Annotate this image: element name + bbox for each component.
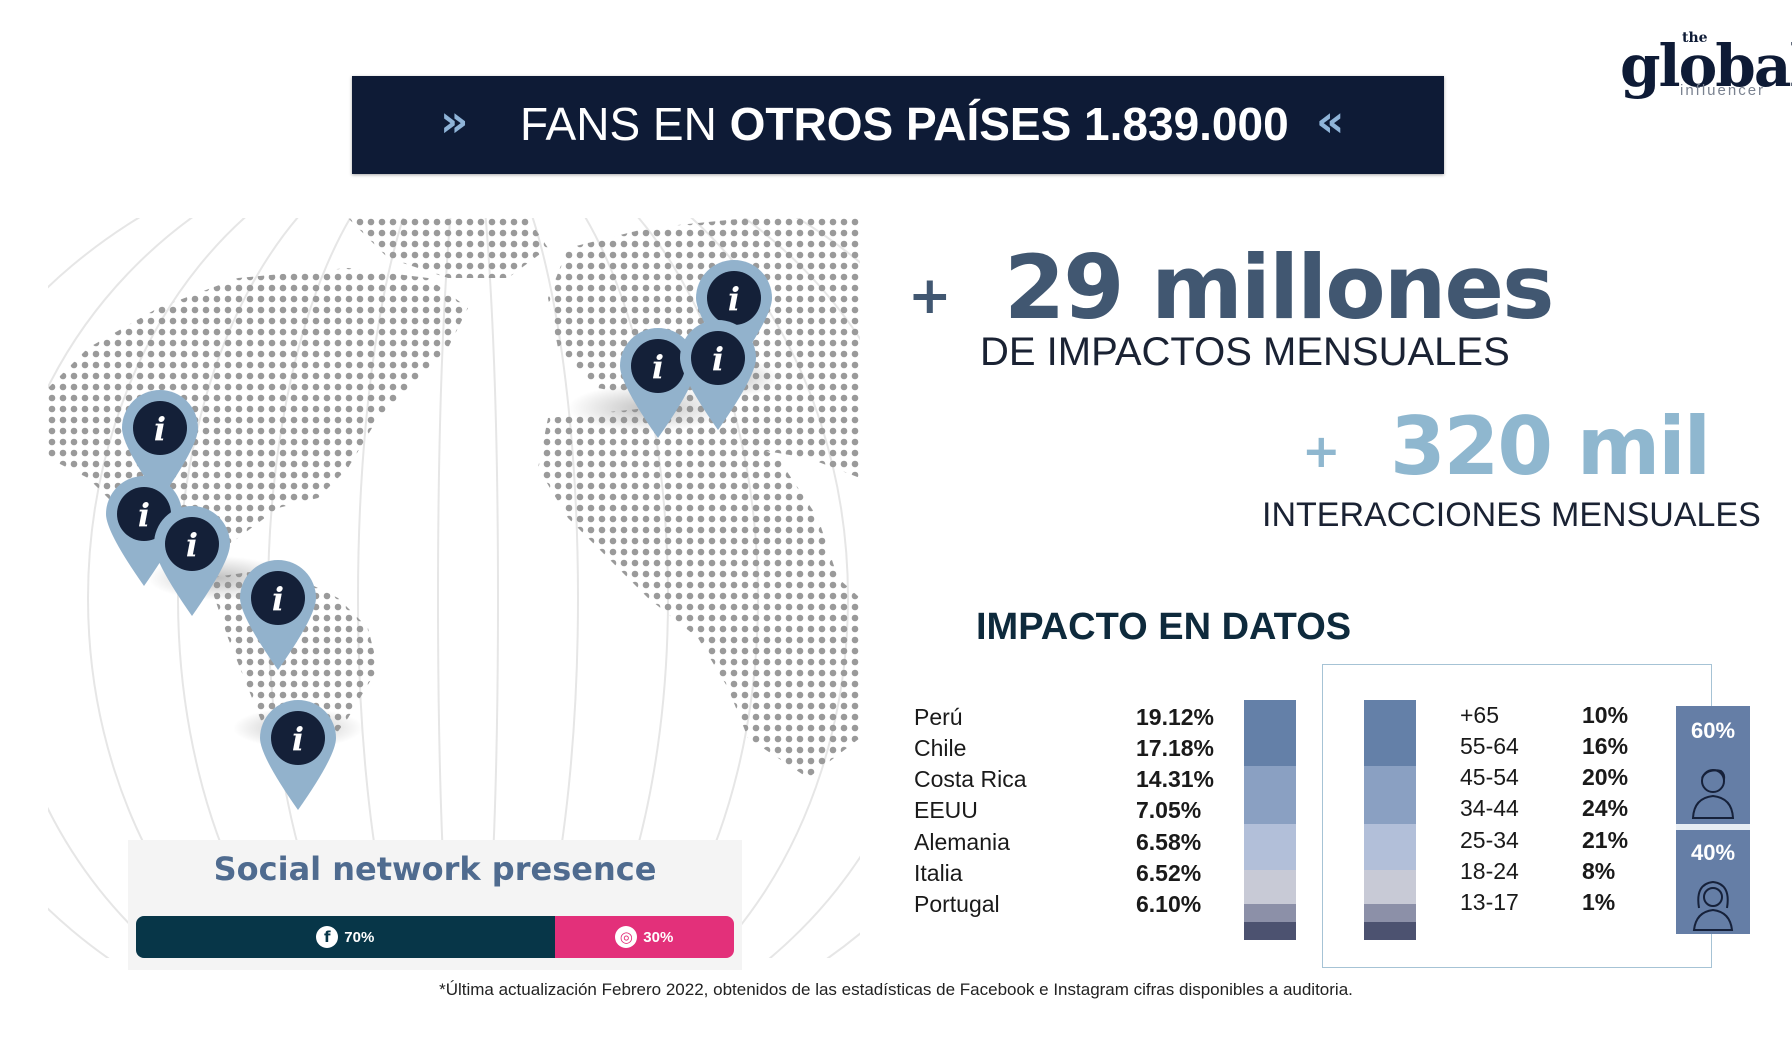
bar-segment: [1364, 766, 1416, 824]
country-value: 6.10%: [1136, 891, 1202, 917]
country-value: 6.52%: [1136, 860, 1202, 886]
age-stacked-bar: [1364, 700, 1416, 940]
chevrons-left-icon: «: [1316, 96, 1345, 147]
bar-segment: [1364, 700, 1416, 766]
map-pin-icon: i: [122, 390, 198, 500]
svg-text:i: i: [292, 720, 304, 758]
map-pin-icon: i: [620, 328, 696, 438]
banner-title: FANS EN OTROS PAÍSES 1.839.000: [520, 94, 1289, 154]
world-map: i i i i i i i: [48, 218, 860, 958]
age-range: 45-54: [1460, 764, 1519, 790]
facebook-icon: f: [316, 926, 339, 948]
social-share-bar: f 70% ◎ 30%: [136, 916, 734, 958]
country-list: Perú 19.12% Chile 17.18% Costa Rica 14.31% …: [914, 704, 1234, 934]
map-pin-icon: i: [260, 700, 336, 810]
country-stacked-bar: [1244, 700, 1296, 940]
footnote: *Última actualización Febrero 2022, obte…: [439, 980, 1353, 999]
bar-segment: [1244, 870, 1296, 904]
interactions-label: INTERACCIONES MENSUALES: [1262, 496, 1761, 534]
instagram-share-label: 30%: [643, 928, 674, 946]
country-value: 7.05%: [1136, 797, 1202, 823]
bar-segment: [1364, 824, 1416, 870]
plus-sign: +: [908, 266, 952, 326]
age-list: +65 10% 55-64 16% 45-54 20% 34-44 24% 25-34 2…: [1460, 702, 1660, 932]
male-icon: [1691, 769, 1735, 819]
map-pin-icon: i: [154, 506, 230, 616]
instagram-icon: ◎: [615, 926, 638, 948]
gender-divider: [1676, 824, 1750, 830]
bar-segment: [1364, 904, 1416, 922]
age-range: 13-17: [1460, 889, 1519, 915]
instagram-share: ◎ 30%: [554, 916, 734, 958]
age-range: 55-64: [1460, 733, 1519, 759]
chevrons-right-icon: »: [440, 96, 469, 147]
country-name: Costa Rica: [914, 766, 1027, 792]
logo-the: the: [1682, 30, 1708, 46]
age-range: 34-44: [1460, 795, 1519, 821]
map-pin-icon: i: [240, 560, 316, 670]
male-percent: 60%: [1690, 718, 1736, 743]
map-pin-icon: i: [680, 320, 756, 430]
age-value: 24%: [1582, 795, 1629, 821]
interactions-value: 320 mil: [1390, 400, 1711, 493]
social-title: Social network presence: [213, 850, 657, 888]
banner-bold: OTROS PAÍSES 1.839.000: [729, 98, 1289, 150]
svg-text:i: i: [652, 348, 664, 386]
bar-segment: [1244, 700, 1296, 766]
country-value: 14.31%: [1136, 766, 1215, 792]
svg-text:i: i: [728, 280, 740, 318]
brand-logo: the global. influencer: [1620, 30, 1792, 102]
bar-segment: [1364, 870, 1416, 904]
logo-sub: influencer: [1680, 82, 1766, 99]
svg-text:i: i: [138, 496, 150, 534]
age-value: 10%: [1582, 702, 1629, 728]
age-value: 20%: [1582, 764, 1629, 790]
plus-sign: +: [1302, 424, 1341, 478]
age-value: 21%: [1582, 827, 1629, 853]
map-pin-icon: i: [106, 476, 182, 586]
svg-text:i: i: [712, 340, 724, 378]
impact-data-title: IMPACTO EN DATOS: [976, 606, 1352, 648]
age-value: 1%: [1582, 889, 1616, 915]
facebook-share: f 70%: [136, 916, 555, 958]
bar-segment: [1244, 922, 1296, 940]
svg-text:i: i: [154, 410, 166, 448]
svg-text:i: i: [272, 580, 284, 618]
country-value: 19.12%: [1136, 704, 1215, 730]
country-name: Italia: [914, 860, 963, 886]
country-name: Chile: [914, 735, 967, 761]
bar-segment: [1244, 766, 1296, 824]
fans-banner: » FANS EN OTROS PAÍSES 1.839.000 «: [352, 76, 1444, 174]
impacts-label: DE IMPACTOS MENSUALES: [980, 330, 1510, 374]
svg-text:i: i: [186, 526, 198, 564]
social-network-presence: Social network presence f 70% ◎ 30%: [128, 840, 742, 970]
age-value: 8%: [1582, 858, 1616, 884]
country-name: EEUU: [914, 797, 978, 823]
bar-segment: [1364, 922, 1416, 940]
country-value: 6.58%: [1136, 829, 1202, 855]
map-pins: i i i i i i i: [106, 260, 772, 810]
country-value: 17.18%: [1136, 735, 1215, 761]
facebook-share-label: 70%: [344, 928, 375, 946]
age-range: 25-34: [1460, 827, 1519, 853]
female-icon: [1692, 880, 1734, 931]
country-name: Alemania: [914, 829, 1010, 855]
age-range: +65: [1460, 702, 1500, 728]
impacts-value: 29 millones: [1004, 236, 1554, 339]
logo-brand: global.: [1620, 32, 1792, 100]
age-value: 16%: [1582, 733, 1629, 759]
banner-prefix: FANS EN: [520, 98, 717, 150]
age-range: 18-24: [1460, 858, 1519, 884]
bar-segment: [1244, 824, 1296, 870]
female-percent: 40%: [1690, 840, 1736, 865]
country-name: Perú: [914, 704, 963, 730]
bar-segment: [1244, 904, 1296, 922]
map-pin-icon: i: [696, 260, 772, 370]
gender-panel: 60% 40%: [1676, 706, 1750, 934]
country-name: Portugal: [914, 891, 1000, 917]
